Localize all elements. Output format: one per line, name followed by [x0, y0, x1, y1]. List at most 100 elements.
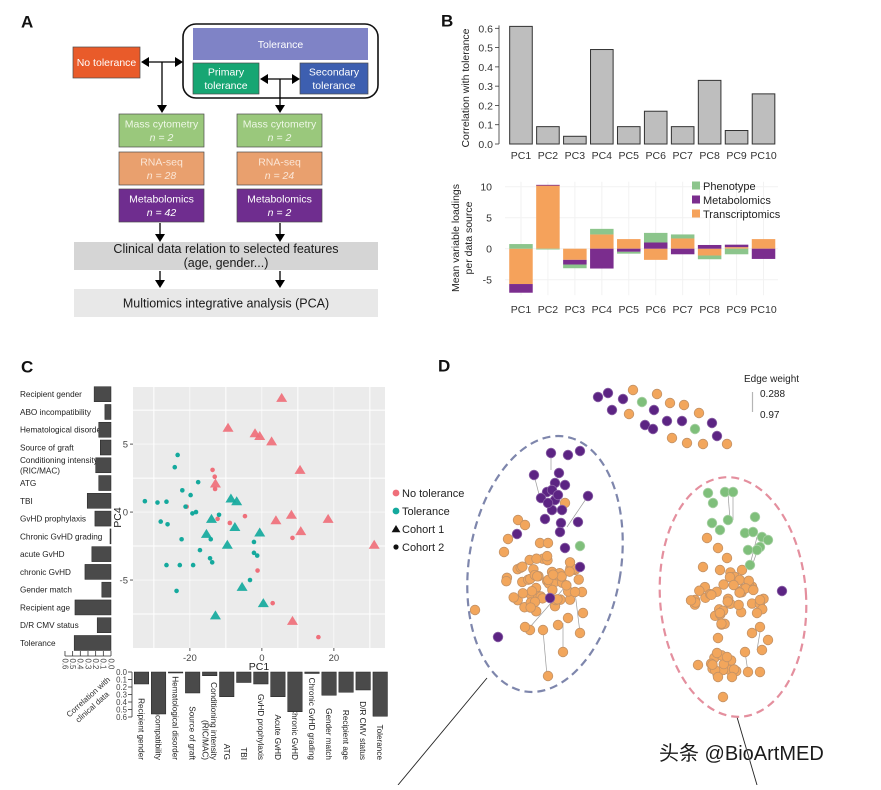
- loadings-stacked-bar-chart: -5 0 5 10 PC1 PC2 PC3 PC4 PC5 PC6 PC7 PC8 PC9 PC10 Phe…: [450, 181, 781, 316]
- row-bar-source-of-graft: [100, 439, 112, 456]
- row-label-line: ATG: [20, 479, 36, 488]
- network-node-metabolomics: [592, 391, 604, 403]
- network-node-transcriptomics: [651, 388, 663, 400]
- panel-b: B 0.0 0.1 0.2 0.3 0.4 0.5 0.6 PC1 PC2 PC3 PC4 PC5 PC…: [441, 12, 781, 317]
- y-tick-label: 10: [480, 182, 492, 194]
- row-bar-chronic-gvhd: [84, 564, 112, 580]
- primary-tolerance-rect: [192, 62, 260, 95]
- segment-pc6-phenotype: [643, 232, 668, 243]
- network-node-transcriptomics: [722, 596, 733, 607]
- segment-pc7-transcriptomics: [670, 238, 695, 249]
- network-node-transcriptomics: [712, 671, 724, 683]
- x-tick-label: 0: [259, 653, 264, 664]
- network-node-transcriptomics: [697, 561, 709, 573]
- no-tolerance-rect: [72, 46, 141, 79]
- no-tolerance-box: No tolerance: [72, 46, 141, 79]
- point-tolerance-cohort-1: [200, 528, 212, 538]
- bar-pc6: [643, 110, 668, 145]
- column-label: Acute GvHD: [273, 715, 282, 761]
- segment-pc2-metabolomics: [536, 184, 560, 186]
- y-axis-title: Correlation with tolerance: [460, 28, 472, 147]
- rna-seq-title: RNA-seq: [258, 157, 301, 169]
- mass-cytometry-title: Mass cytometry: [243, 119, 317, 131]
- point-tolerance-cohort-1: [209, 610, 221, 620]
- bar-pc9: [724, 130, 749, 145]
- network-node-transcriptomics: [711, 647, 723, 659]
- legend-swatch-transcriptomics: [692, 209, 700, 218]
- segment-pc5-metabolomics: [617, 248, 641, 252]
- network-node-metabolomics: [661, 415, 673, 427]
- x-tick-label: PC6: [646, 304, 667, 316]
- row-label-line: Conditioning intensity: [20, 456, 99, 465]
- point-tolerance-cohort-2: [165, 521, 170, 527]
- x-tick-label: PC4: [592, 304, 613, 316]
- primary-tolerance-label-2: tolerance: [204, 80, 247, 92]
- network-node-transcriptomics: [542, 537, 554, 549]
- column-bar-d-r-cmv-status: [355, 671, 371, 691]
- row-label-line: ABO incompatibility: [20, 408, 92, 417]
- point-no-tolerance-cohort-2: [212, 486, 218, 492]
- point-tolerance-cohort-2: [164, 562, 169, 568]
- network-node-transcriptomics: [714, 564, 726, 576]
- row-label-line: acute GvHD: [20, 550, 65, 559]
- column-bar-chronic-gvhd-grading: [304, 671, 320, 674]
- network-node-transcriptomics: [692, 659, 704, 671]
- network-node-transcriptomics: [733, 599, 744, 611]
- network-node-transcriptomics: [707, 659, 718, 670]
- network-node-transcriptomics: [681, 437, 693, 449]
- point-no-tolerance-cohort-1: [286, 615, 298, 625]
- network-node-transcriptomics: [746, 627, 758, 639]
- tolerance-rect: [193, 28, 368, 60]
- point-no-tolerance-cohort-2: [210, 467, 215, 473]
- column-bar-hematological-disorder: [168, 671, 184, 674]
- x-tick-label: PC2: [538, 304, 559, 316]
- cluster-outline-left: [466, 434, 624, 694]
- y-tick-label: 0.0: [478, 139, 493, 151]
- x-tick-label: PC1: [511, 150, 532, 162]
- network-node-transcriptomics: [693, 407, 705, 419]
- network-node-metabolomics: [562, 449, 574, 461]
- row-label-line: Recipient gender: [20, 390, 82, 399]
- row-bar-tbi: [86, 493, 112, 509]
- arrow-head-down-icon: [157, 105, 167, 113]
- column-correlation-bar-chart: Recipient gender ABO incompatibility Hemat…: [65, 668, 388, 761]
- network-node-metabolomics: [539, 513, 551, 525]
- column-label: Recipient gender: [137, 698, 146, 760]
- point-tolerance-cohort-2: [251, 539, 257, 545]
- row-bar-atg: [98, 475, 112, 491]
- network-node-transcriptomics: [726, 671, 738, 683]
- network-node-metabolomics: [552, 489, 564, 501]
- network-node-phenotype: [722, 514, 734, 526]
- point-tolerance-cohort-2: [193, 509, 199, 515]
- point-tolerance-cohort-1: [229, 522, 241, 532]
- column-label: Chronic GvHD grading: [307, 678, 316, 761]
- network-edge: [574, 591, 581, 634]
- network-node-transcriptomics: [754, 666, 766, 678]
- arrow-head-left-icon: [260, 74, 268, 84]
- row-bar-hematological-disorder: [98, 421, 112, 438]
- network-node-transcriptomics: [577, 607, 589, 619]
- segment-pc9-transcriptomics: [724, 247, 749, 249]
- network-node-phenotype: [747, 526, 759, 538]
- edge-weight-title: Edge weight: [744, 374, 799, 385]
- network-node-transcriptomics: [754, 621, 766, 633]
- network-node-transcriptomics: [721, 438, 733, 450]
- row-label: Hematological disorder: [20, 426, 104, 435]
- x-tick-label: 0.1: [99, 659, 108, 670]
- row-bar-recipient-age: [74, 599, 112, 616]
- y-tick-label: 0.5: [478, 43, 493, 55]
- integration-step-label: Multiomics integrative analysis (PCA): [123, 297, 329, 311]
- column-label: ATG: [222, 744, 231, 760]
- row-label-line: chronic GvHD: [20, 568, 71, 577]
- legend-label: Tolerance: [402, 506, 450, 518]
- x-tick-label: PC10: [750, 150, 776, 162]
- secondary-tolerance-box: Secondary tolerance: [299, 62, 369, 95]
- plot-background: [133, 387, 385, 648]
- legend-label: Transcriptomics: [703, 209, 781, 221]
- column-bar-abo-incompatibility: [151, 671, 167, 715]
- column-bar-acute-gvhd: [270, 671, 286, 697]
- network-node-transcriptomics: [718, 579, 729, 590]
- segment-pc4-transcriptomics: [590, 234, 614, 249]
- network-node-metabolomics: [492, 631, 504, 643]
